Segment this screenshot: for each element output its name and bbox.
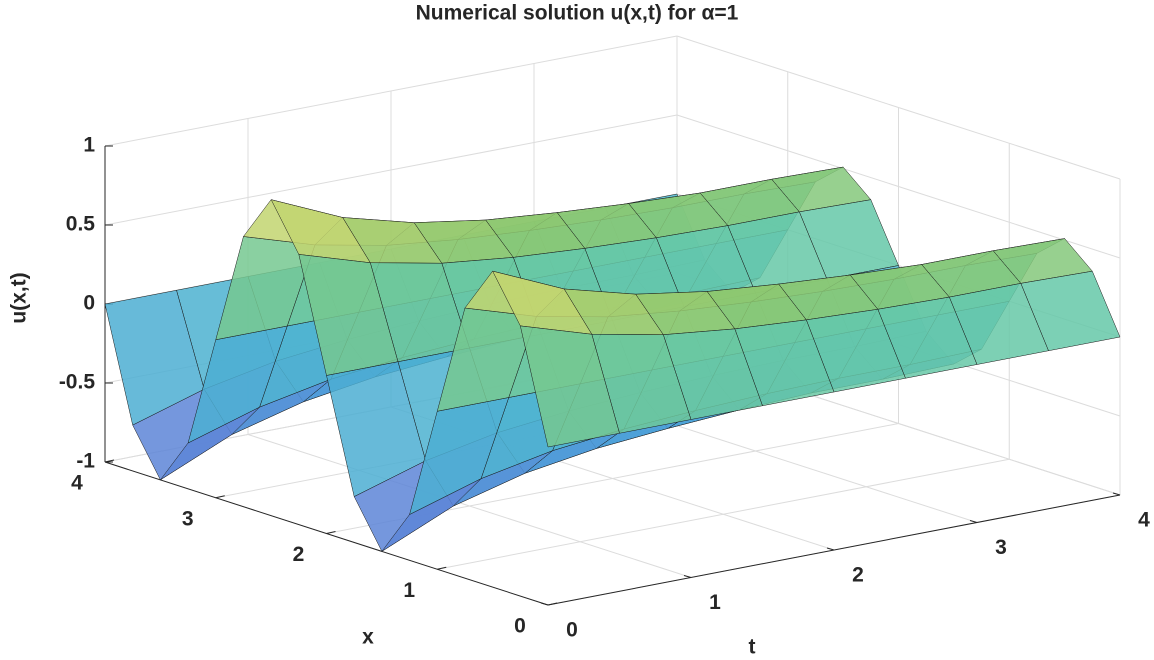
t-tick-label: 1 [709, 591, 721, 614]
x-axis-label: x [362, 626, 374, 649]
t-tick-label: 0 [566, 619, 578, 642]
chart-title: Numerical solution u(x,t) for α=1 [416, 2, 739, 25]
t-tick-label: 4 [1138, 509, 1150, 532]
x-tick-label: 4 [71, 472, 83, 495]
z-tick-label: -1 [76, 450, 95, 473]
t-tick-label: 2 [852, 564, 864, 587]
x-tick-label: 0 [514, 615, 526, 638]
grid-line [104, 114, 678, 226]
x-tick [104, 459, 115, 463]
x-tick [547, 602, 558, 606]
x-tick [437, 566, 447, 570]
z-tick-label: 0.5 [66, 213, 96, 236]
t-axis-label: t [749, 636, 756, 659]
grid-line [247, 434, 692, 578]
x-tick [215, 495, 225, 499]
x-tick [326, 531, 336, 534]
z-tick-label: -0.5 [59, 371, 96, 394]
t-tick [969, 520, 978, 523]
grid-line [676, 35, 1121, 180]
z-axis-label: u(x,t) [8, 272, 31, 323]
z-tick-label: 1 [83, 134, 95, 157]
x-tick-label: 1 [403, 579, 415, 602]
grid-line [676, 114, 1121, 259]
grid-line [104, 35, 678, 147]
t-tick [540, 602, 549, 606]
surface-patch [519, 325, 620, 448]
t-tick [1112, 492, 1121, 496]
t-tick [826, 547, 835, 551]
z-tick-label: 0 [83, 292, 95, 315]
t-tick-label: 3 [995, 536, 1007, 559]
x-tick-label: 3 [182, 507, 194, 530]
x-tick-label: 2 [293, 543, 305, 566]
t-tick [683, 575, 692, 578]
